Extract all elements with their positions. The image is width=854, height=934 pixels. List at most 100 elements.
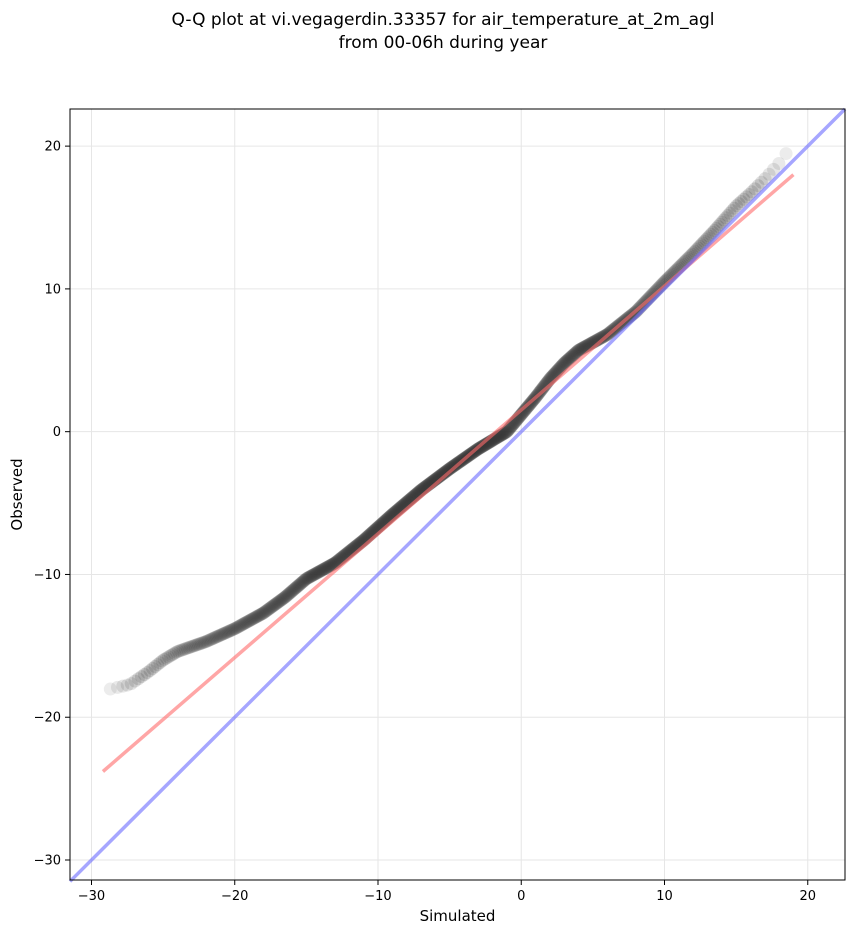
data-point bbox=[317, 562, 331, 576]
data-point bbox=[313, 564, 327, 578]
x-tick-label: −10 bbox=[364, 889, 391, 904]
data-point bbox=[243, 614, 257, 628]
data-point bbox=[559, 354, 573, 368]
data-point bbox=[519, 401, 533, 415]
data-point bbox=[577, 340, 591, 354]
data-point bbox=[278, 590, 292, 604]
data-point bbox=[214, 628, 228, 642]
data-point bbox=[175, 643, 189, 657]
data-point bbox=[725, 204, 739, 218]
data-point bbox=[302, 571, 316, 585]
data-point bbox=[153, 656, 167, 670]
data-point bbox=[308, 567, 322, 581]
data-point bbox=[307, 568, 321, 582]
data-point bbox=[559, 355, 573, 369]
data-point bbox=[298, 573, 312, 587]
data-point bbox=[227, 622, 241, 636]
data-point bbox=[143, 664, 157, 678]
data-point bbox=[574, 342, 588, 356]
data-point bbox=[232, 620, 246, 634]
data-point bbox=[304, 569, 318, 583]
data-point bbox=[592, 332, 606, 346]
data-point bbox=[282, 587, 296, 601]
data-point bbox=[197, 635, 211, 649]
data-point bbox=[148, 660, 162, 674]
data-point bbox=[441, 463, 455, 477]
data-point bbox=[225, 623, 239, 637]
data-point bbox=[271, 595, 285, 609]
data-point bbox=[751, 179, 765, 193]
data-point bbox=[519, 402, 533, 416]
data-point bbox=[229, 621, 243, 635]
data-point bbox=[566, 348, 580, 362]
data-point bbox=[312, 565, 326, 579]
data-point bbox=[296, 575, 310, 589]
data-point bbox=[719, 211, 733, 225]
data-point bbox=[251, 609, 265, 623]
identity-line bbox=[68, 107, 847, 883]
data-point bbox=[444, 461, 458, 475]
data-point bbox=[287, 583, 301, 597]
data-point bbox=[558, 356, 572, 370]
data-point bbox=[497, 426, 511, 440]
data-point bbox=[441, 463, 455, 477]
data-point bbox=[228, 621, 242, 635]
data-point bbox=[230, 620, 244, 634]
data-point bbox=[758, 172, 772, 186]
data-point bbox=[249, 610, 263, 624]
data-point bbox=[305, 569, 319, 583]
data-point bbox=[535, 382, 549, 396]
data-point bbox=[563, 351, 577, 365]
data-point bbox=[309, 566, 323, 580]
data-point bbox=[275, 592, 289, 606]
data-point bbox=[721, 208, 735, 222]
data-point bbox=[245, 612, 259, 626]
data-point bbox=[311, 565, 325, 579]
x-tick-label: 0 bbox=[517, 889, 525, 904]
data-point bbox=[745, 185, 759, 199]
data-point bbox=[500, 425, 514, 439]
y-axis: −30 −20 −10 0 10 20 bbox=[34, 140, 70, 869]
data-point bbox=[212, 629, 226, 643]
data-point bbox=[208, 630, 222, 644]
data-point bbox=[266, 599, 280, 613]
data-point bbox=[238, 616, 252, 630]
y-tick-label: −10 bbox=[34, 568, 61, 583]
data-point bbox=[157, 652, 171, 666]
data-point bbox=[173, 644, 187, 658]
data-point bbox=[140, 666, 154, 680]
data-point bbox=[442, 462, 456, 476]
data-point bbox=[314, 564, 328, 578]
data-point bbox=[193, 637, 207, 651]
data-point bbox=[283, 586, 297, 600]
data-point bbox=[556, 358, 570, 372]
data-point bbox=[316, 563, 330, 577]
data-point bbox=[103, 682, 117, 696]
data-point bbox=[221, 625, 235, 639]
data-point bbox=[289, 580, 303, 594]
data-point bbox=[300, 571, 314, 585]
data-point bbox=[553, 361, 567, 375]
data-point bbox=[246, 612, 260, 626]
data-point bbox=[274, 593, 288, 607]
data-point bbox=[258, 605, 272, 619]
data-point bbox=[320, 560, 334, 574]
data-point bbox=[284, 585, 298, 599]
data-point bbox=[116, 679, 130, 693]
data-point bbox=[536, 381, 550, 395]
data-point bbox=[190, 638, 204, 652]
data-point bbox=[536, 380, 550, 394]
data-point bbox=[180, 641, 194, 655]
data-point bbox=[315, 563, 329, 577]
data-point bbox=[235, 618, 249, 632]
data-point bbox=[570, 345, 584, 359]
data-point bbox=[310, 566, 324, 580]
data-point bbox=[276, 591, 290, 605]
data-point bbox=[254, 607, 268, 621]
data-point bbox=[293, 578, 307, 592]
data-point bbox=[275, 593, 289, 607]
data-point bbox=[569, 345, 583, 359]
data-point bbox=[715, 215, 729, 229]
data-point bbox=[502, 423, 516, 437]
data-point bbox=[196, 636, 210, 650]
